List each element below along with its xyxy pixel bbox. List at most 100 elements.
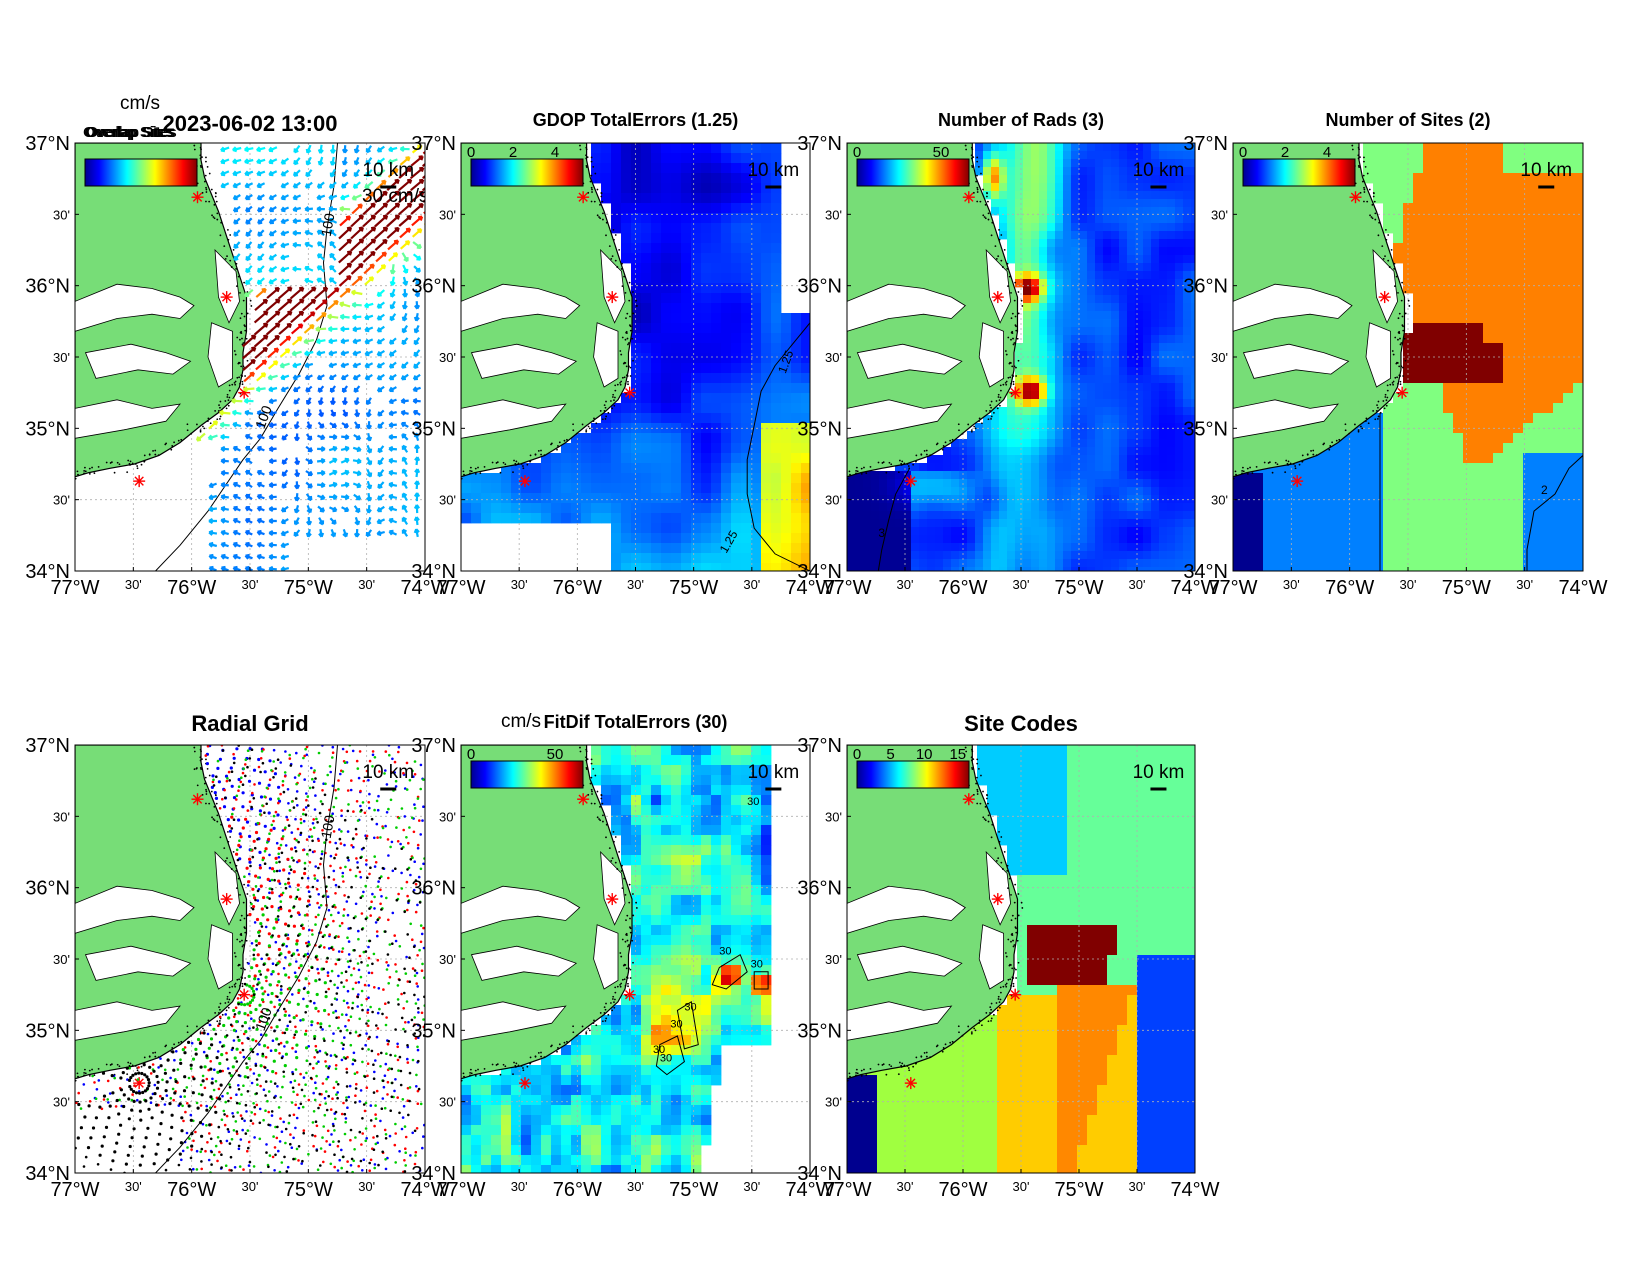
heat-cell (1087, 375, 1096, 384)
heat-cell (1111, 151, 1120, 160)
heat-cell (631, 163, 642, 174)
heat-cell (1463, 513, 1474, 524)
heat-cell (1573, 563, 1583, 571)
coast-speckle (126, 471, 129, 474)
velocity-arrow (339, 205, 351, 212)
heat-cell (1183, 359, 1192, 368)
coast-speckle (901, 460, 904, 463)
heat-cell (671, 393, 682, 404)
heat-cell (1473, 153, 1484, 164)
heat-cell (711, 563, 722, 571)
heat-cell (1055, 495, 1064, 504)
heat-cell (1533, 353, 1544, 364)
coast-speckle (991, 221, 994, 224)
heat-cell (1533, 273, 1544, 284)
heat-cell (1533, 563, 1544, 571)
coast-speckle (235, 285, 238, 288)
heat-cell (1293, 503, 1304, 514)
heat-cell (1087, 183, 1096, 192)
heat-cell (911, 543, 920, 552)
heat-cell (691, 413, 702, 424)
heat-cell (1007, 143, 1016, 152)
coast-speckle (199, 154, 202, 157)
heat-cell (1023, 215, 1032, 224)
coast-speckle (1298, 463, 1301, 466)
coast-speckle (999, 384, 1002, 387)
heat-cell (1273, 473, 1284, 484)
heat-cell (1135, 559, 1144, 568)
coast-speckle (1010, 331, 1013, 334)
velocity-arrow (328, 374, 337, 380)
heat-cell (751, 443, 762, 454)
heat-cell (781, 513, 792, 524)
coast-speckle (470, 470, 473, 473)
heat-cell (721, 473, 732, 484)
heat-cell (621, 493, 632, 504)
heat-cell (651, 483, 662, 494)
heat-cell (1563, 243, 1574, 254)
heat-cell (1533, 473, 1544, 484)
coast-speckle (848, 470, 851, 473)
velocity-arrow (208, 517, 217, 525)
coast-speckle (610, 257, 613, 260)
velocity-arrow (329, 397, 336, 406)
velocity-arrow (316, 253, 325, 261)
velocity-arrow (388, 361, 397, 369)
heat-cell (967, 431, 976, 440)
heat-cell (1023, 167, 1032, 176)
heat-cell (999, 511, 1008, 520)
heat-cell (1127, 143, 1136, 152)
heat-cell (641, 493, 652, 504)
coast-speckle (623, 361, 626, 364)
heat-cell (1015, 527, 1024, 536)
heat-cell (1503, 523, 1514, 534)
heat-cell (1127, 543, 1136, 552)
coast-speckle (1014, 315, 1017, 318)
heat-cell (681, 223, 692, 234)
velocity-arrow (413, 528, 420, 538)
heat-cell (1079, 255, 1088, 264)
heat-cell (791, 323, 802, 334)
heat-cell (1039, 415, 1048, 424)
heat-cell (903, 503, 912, 512)
velocity-arrow (352, 314, 362, 321)
heat-cell (1553, 393, 1564, 404)
heat-cell (1159, 527, 1168, 536)
heat-cell (631, 263, 642, 274)
heat-cell (661, 553, 672, 564)
heat-cell (1323, 533, 1334, 544)
sound-water (75, 399, 181, 439)
heat-cell (1159, 351, 1168, 360)
heat-cell (1079, 479, 1088, 488)
heat-cell (721, 173, 732, 184)
heat-cell (895, 543, 904, 552)
coast-speckle (970, 430, 973, 433)
heat-cell (1095, 535, 1104, 544)
heat-cell (1191, 479, 1195, 488)
coast-speckle (1329, 445, 1332, 447)
heat-cell (1095, 543, 1104, 552)
coast-speckle (590, 200, 593, 203)
heat-cell (1039, 239, 1048, 248)
heat-cell (651, 373, 662, 384)
heat-cell (1503, 243, 1514, 254)
heat-cell (1443, 303, 1454, 314)
heat-cell (1143, 415, 1152, 424)
heat-cell (1433, 473, 1444, 484)
heat-cell (711, 233, 722, 244)
heat-cell (1111, 279, 1120, 288)
heat-cell (1191, 415, 1195, 424)
coast-speckle (1289, 462, 1292, 465)
heat-cell (1493, 163, 1504, 174)
coast-speckle (1397, 338, 1399, 341)
heat-cell (681, 143, 692, 154)
heat-cell (1383, 503, 1394, 514)
heat-cell (1167, 207, 1176, 216)
heat-cell (1175, 487, 1184, 496)
heat-cell (1023, 239, 1032, 248)
heat-cell (943, 559, 952, 568)
velocity-arrow (302, 298, 317, 312)
heat-cell (1079, 263, 1088, 272)
velocity-arrow (376, 264, 387, 274)
heat-cell (681, 313, 692, 324)
